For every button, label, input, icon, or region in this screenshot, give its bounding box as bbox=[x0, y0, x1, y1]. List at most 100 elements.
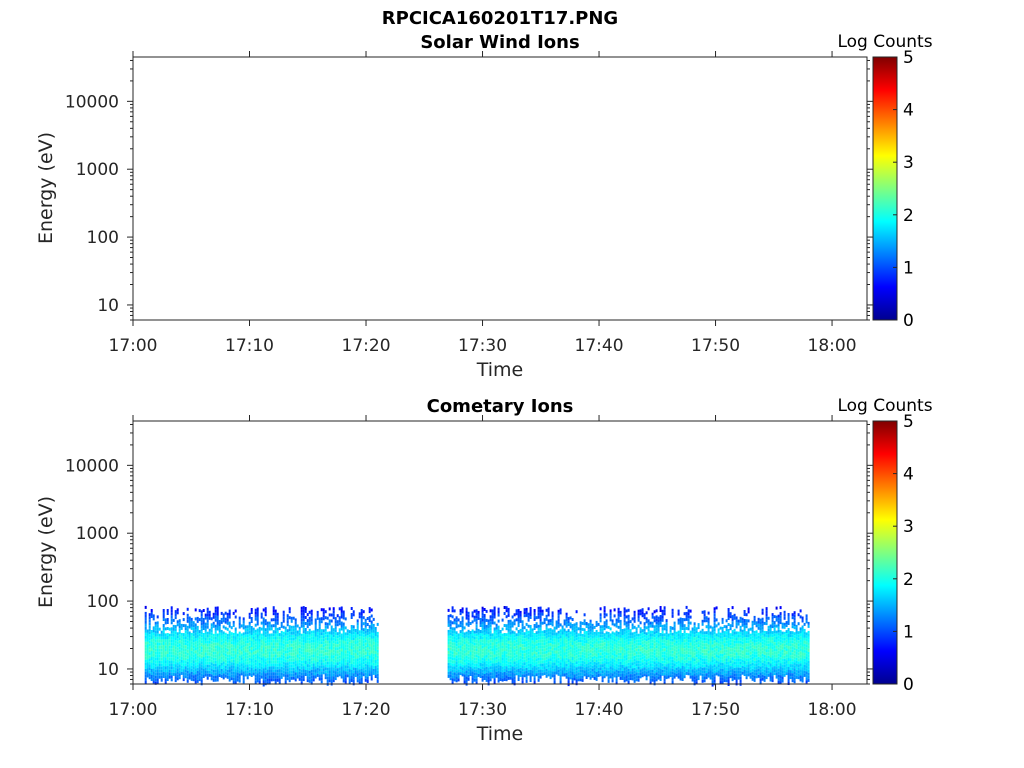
spectrogram-cell bbox=[653, 658, 656, 662]
spectrogram-cell bbox=[521, 653, 524, 657]
spectrogram-cell bbox=[158, 639, 161, 643]
spectrogram-cell bbox=[206, 619, 209, 623]
spectrogram-cell bbox=[569, 649, 572, 653]
spectrogram-cell bbox=[559, 665, 562, 669]
spectrogram-cell bbox=[230, 650, 233, 654]
spectrogram-cell bbox=[144, 611, 147, 615]
spectrogram-cell bbox=[515, 654, 518, 658]
spectrogram-cell bbox=[571, 663, 574, 666]
spectrogram-cell bbox=[318, 644, 321, 648]
spectrogram-cell bbox=[555, 635, 558, 639]
spectrogram-cell bbox=[222, 634, 225, 638]
spectrogram-cell bbox=[667, 672, 670, 676]
spectrogram-cell bbox=[196, 643, 199, 647]
spectrogram-cell bbox=[507, 640, 510, 644]
spectrogram-cell bbox=[451, 606, 454, 610]
spectrogram-cell bbox=[242, 626, 245, 630]
spectrogram-cell bbox=[196, 667, 199, 671]
spectrogram-cell bbox=[370, 638, 373, 642]
spectrogram-cell bbox=[659, 648, 662, 651]
spectrogram-cell bbox=[318, 674, 321, 678]
spectrogram-cell bbox=[497, 664, 500, 668]
spectrogram-cell bbox=[537, 675, 540, 679]
spectrogram-cell bbox=[288, 643, 291, 647]
spectrogram-cell bbox=[322, 629, 325, 633]
spectrogram-cell bbox=[613, 638, 616, 642]
spectrogram-cell bbox=[623, 655, 626, 659]
spectrogram-cell bbox=[164, 621, 167, 625]
spectrogram-cell bbox=[338, 658, 341, 662]
spectrogram-cell bbox=[665, 670, 668, 674]
spectrogram-cell bbox=[497, 649, 500, 653]
spectrogram-cell bbox=[601, 652, 604, 656]
spectrogram-cell bbox=[659, 609, 662, 612]
spectrogram-cell bbox=[368, 649, 371, 653]
spectrogram-cell bbox=[529, 646, 532, 649]
spectrogram-cell bbox=[461, 625, 464, 629]
spectrogram-cell bbox=[507, 631, 510, 635]
spectrogram-cell bbox=[687, 627, 690, 631]
spectrogram-cell bbox=[589, 637, 592, 641]
spectrogram-cell bbox=[366, 653, 369, 656]
spectrogram-cell bbox=[623, 649, 626, 653]
spectrogram-cell bbox=[298, 656, 301, 660]
spectrogram-cell bbox=[186, 679, 189, 683]
spectrogram-cell bbox=[655, 675, 658, 679]
spectrogram-cell bbox=[667, 663, 670, 667]
spectrogram-cell bbox=[268, 681, 271, 685]
spectrogram-cell bbox=[689, 672, 692, 676]
spectrogram-cell bbox=[541, 639, 544, 643]
spectrogram-cell bbox=[196, 616, 199, 620]
spectrogram-cell bbox=[146, 635, 149, 639]
spectrogram-cell bbox=[304, 631, 307, 634]
spectrogram-cell bbox=[641, 641, 644, 645]
spectrogram-cell bbox=[487, 634, 490, 638]
spectrogram-cell bbox=[535, 622, 538, 626]
spectrogram-cell bbox=[647, 619, 650, 623]
spectrogram-cell bbox=[226, 660, 229, 664]
spectrogram-cell bbox=[549, 622, 552, 626]
spectrogram-cell bbox=[589, 655, 592, 659]
spectrogram-cell bbox=[499, 633, 502, 636]
spectrogram-cell bbox=[619, 658, 622, 662]
spectrogram-cell bbox=[503, 642, 506, 645]
spectrogram-cell bbox=[679, 632, 682, 636]
spectrogram-cell bbox=[166, 651, 169, 654]
spectrogram-cell bbox=[348, 666, 351, 670]
spectrogram-cell bbox=[156, 651, 159, 655]
spectrogram-cell bbox=[641, 653, 644, 657]
spectrogram-cell bbox=[535, 655, 538, 659]
spectrogram-cell bbox=[637, 648, 640, 652]
spectrogram-cell bbox=[575, 646, 578, 650]
spectrogram-cell bbox=[216, 654, 219, 658]
spectrogram-cell bbox=[459, 672, 462, 676]
spectrogram-cell bbox=[641, 611, 644, 615]
spectrogram-cell bbox=[376, 646, 379, 650]
spectrogram-cell bbox=[641, 674, 644, 678]
spectrogram-cell bbox=[256, 679, 259, 683]
spectrogram-cell bbox=[459, 660, 462, 664]
spectrogram-cell bbox=[447, 656, 450, 660]
spectrogram-cell bbox=[294, 657, 297, 661]
spectrogram-cell bbox=[180, 653, 183, 657]
spectrogram-cell bbox=[294, 651, 297, 655]
spectrogram-cell bbox=[322, 668, 325, 672]
spectrogram-cell bbox=[671, 638, 674, 642]
spectrogram-cell bbox=[360, 654, 363, 657]
spectrogram-cell bbox=[489, 654, 492, 658]
spectrogram-cell bbox=[489, 630, 492, 634]
spectrogram-cell bbox=[573, 623, 576, 627]
spectrogram-cell bbox=[340, 648, 343, 652]
spectrogram-cell bbox=[230, 626, 233, 630]
spectrogram-cell bbox=[617, 619, 620, 623]
spectrogram-cell bbox=[659, 633, 662, 636]
spectrogram-cell bbox=[499, 642, 502, 645]
spectrogram-cell bbox=[471, 635, 474, 639]
spectrogram-cell bbox=[256, 640, 259, 644]
spectrogram-cell bbox=[316, 658, 319, 662]
spectrogram-cell bbox=[525, 607, 528, 611]
spectrogram-cell bbox=[469, 631, 472, 634]
spectrogram-cell bbox=[160, 651, 163, 655]
spectrogram-cell bbox=[681, 669, 684, 672]
spectrogram-cell bbox=[268, 645, 271, 649]
